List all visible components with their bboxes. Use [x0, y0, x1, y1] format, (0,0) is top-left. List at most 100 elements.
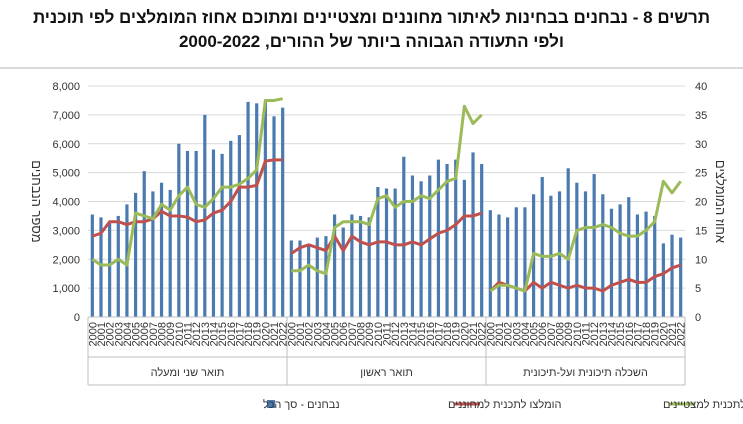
y-left-tick-label: 1,000	[52, 283, 80, 295]
y-left-tick-label: 4,000	[52, 197, 80, 209]
x-year-label: 2009	[165, 322, 177, 346]
y-right-tick-label: 30	[695, 139, 707, 151]
bar-total	[350, 214, 354, 317]
x-year-label: 2002	[304, 322, 316, 346]
x-year-label: 2018	[442, 322, 454, 346]
bar-total	[393, 188, 397, 317]
y-right-tick-label: 10	[695, 254, 707, 266]
bar-total	[653, 215, 657, 317]
x-year-label: 2018	[641, 322, 653, 346]
bar-total	[298, 240, 302, 317]
x-year-label: 2021	[269, 322, 281, 346]
x-year-label: 2000	[485, 322, 497, 346]
x-year-label: 2012	[589, 322, 601, 346]
y-left-axis-title: מספר הנבחנים	[29, 160, 44, 242]
x-year-label: 2020	[658, 322, 670, 346]
x-year-label: 2018	[243, 322, 255, 346]
group-label: תואר ראשון	[360, 367, 413, 379]
x-year-label: 2010	[572, 322, 584, 346]
bar-total	[116, 215, 120, 317]
y-left-tick-label: 6,000	[52, 139, 80, 151]
x-year-label: 2016	[226, 322, 238, 346]
y-right-tick-label: 35	[695, 110, 707, 122]
bar-total	[142, 171, 146, 317]
x-year-label: 2000	[286, 322, 298, 346]
bar-total	[497, 214, 501, 317]
x-year-label: 2003	[312, 322, 324, 346]
bar-total	[506, 217, 510, 317]
bar-total	[332, 214, 337, 317]
x-year-label: 2013	[399, 322, 411, 346]
bar-total	[99, 217, 103, 317]
x-year-label: 2002	[503, 322, 515, 346]
bar-total	[488, 210, 492, 317]
x-year-label: 2004	[520, 322, 532, 346]
bar-total	[419, 181, 423, 317]
y-left-tick-label: 7,000	[52, 110, 80, 122]
bar-total	[566, 168, 570, 317]
legend-swatch-total	[267, 400, 275, 408]
bar-total	[289, 240, 293, 317]
bar-total	[410, 175, 415, 317]
bar-total	[402, 156, 406, 317]
x-year-label: 2005	[330, 322, 342, 346]
x-year-label: 2001	[295, 322, 307, 346]
bar-total	[108, 223, 112, 317]
chart-title-line1: תרשים 8 - נבחנים בבחינות לאיתור מחוננים …	[32, 8, 711, 27]
bar-total	[428, 175, 432, 317]
x-year-label: 2022	[676, 322, 688, 346]
x-year-label: 2014	[208, 322, 220, 346]
bar-total	[237, 135, 242, 317]
x-year-label: 2015	[615, 322, 627, 346]
title-divider	[0, 67, 743, 69]
bar-total	[255, 103, 259, 317]
x-year-label: 2012	[390, 322, 402, 346]
x-year-label: 2020	[459, 322, 471, 346]
x-year-label: 2021	[667, 322, 679, 346]
x-year-label: 2004	[321, 322, 333, 346]
x-year-label: 2008	[555, 322, 567, 346]
bar-total	[229, 140, 233, 317]
x-year-label: 2016	[425, 322, 437, 346]
x-year-label: 2007	[148, 322, 160, 346]
x-year-label: 2008	[356, 322, 368, 346]
bar-total	[609, 208, 614, 317]
x-year-label: 2011	[183, 322, 195, 346]
y-right-axis-title: אחוז המומלצים	[713, 160, 728, 243]
bar-total	[203, 114, 207, 317]
group-label: השכלה תיכונית ועל-תיכונית	[523, 366, 648, 379]
x-year-label: 2015	[217, 322, 229, 346]
bar-total	[627, 197, 631, 317]
bar-total	[272, 116, 276, 317]
x-year-label: 2013	[598, 322, 610, 346]
bar-total	[281, 107, 285, 317]
bar-total	[168, 189, 172, 317]
x-year-label: 2001	[96, 322, 108, 346]
bar-total	[246, 101, 250, 317]
bar-total	[454, 159, 458, 317]
chart-title-line2: ולפי התעודה הגבוהה ביותר של ההורים, 2000…	[178, 32, 565, 51]
bar-total	[90, 214, 94, 317]
bar-total	[583, 191, 588, 317]
bar-total	[307, 244, 311, 317]
x-year-label: 2015	[416, 322, 428, 346]
y-left-tick-label: 3,000	[52, 225, 80, 237]
bar-total	[523, 207, 527, 317]
bar-total	[462, 179, 466, 317]
x-year-label: 2004	[122, 322, 134, 346]
bar-total	[315, 237, 319, 317]
x-year-label: 2012	[191, 322, 203, 346]
x-year-label: 2014	[606, 322, 618, 346]
bar-total	[635, 214, 640, 317]
x-year-label: 2013	[200, 322, 212, 346]
x-year-label: 2000	[87, 322, 99, 346]
bar-total	[263, 101, 267, 317]
x-year-label: 2008	[157, 322, 169, 346]
x-year-label: 2010	[373, 322, 385, 346]
bar-total	[592, 174, 596, 317]
bar-total	[185, 150, 190, 317]
bar-total	[601, 194, 605, 317]
y-left-tick-label: 0	[74, 312, 80, 324]
